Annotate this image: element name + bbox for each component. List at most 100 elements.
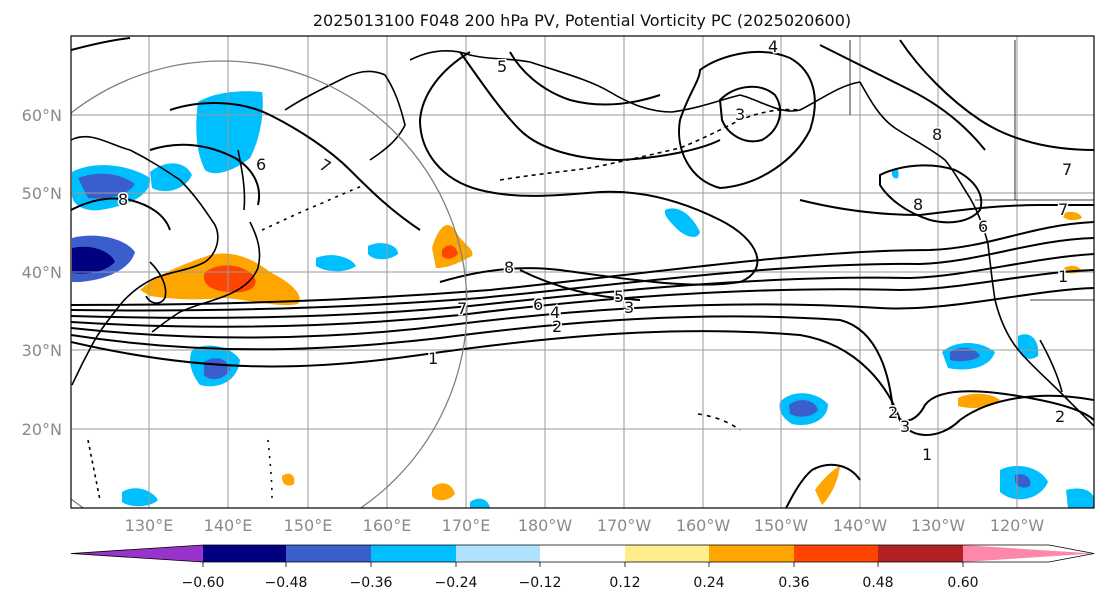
lat-label-20n: 20°N: [22, 420, 62, 439]
contour-3-loop: [718, 85, 782, 143]
region-circle: [71, 60, 468, 508]
colorbar-segment: [456, 545, 540, 562]
lat-label-50n: 50°N: [22, 184, 62, 203]
colorbar-tick-label: −0.12: [519, 575, 562, 591]
coast-hawaii: [697, 413, 741, 431]
contour-label: 2: [888, 403, 898, 422]
contour-label: 2: [1055, 407, 1065, 426]
colorbar-segment: [371, 545, 456, 562]
coast-kurils: [261, 185, 363, 231]
latitude-labels: 60°N 50°N 40°N 30°N 20°N: [22, 106, 62, 439]
contour-northasia-8: [71, 197, 171, 231]
colorbar-segments: [70, 544, 1095, 563]
colorbar-segment: [709, 545, 794, 562]
contour-4: [71, 269, 1094, 328]
anomaly-central-pacific: [122, 168, 1094, 508]
contour-label: 1: [428, 349, 438, 368]
colorbar-tick-label: −0.36: [350, 575, 393, 591]
contour-label: 6: [256, 155, 266, 174]
colorbar-segment: [878, 545, 963, 562]
contour-4-loop: [678, 51, 816, 190]
contour-3: [71, 287, 1094, 339]
contour-label: 8: [118, 190, 128, 209]
lon-label: 160°E: [363, 516, 412, 535]
contour-6: [71, 237, 1094, 312]
lon-label: 170°E: [442, 516, 491, 535]
contour-label: 8: [913, 195, 923, 214]
contour-label: 1: [1058, 267, 1068, 286]
lon-label: 140°W: [833, 516, 888, 535]
coast-baja: [1039, 339, 1063, 393]
coast-alaska: [529, 61, 861, 113]
contour-2: [71, 315, 1094, 422]
contour-label: 4: [768, 37, 778, 56]
colorbar-tick-label: 0.36: [778, 575, 809, 591]
contour-label: 6: [978, 217, 988, 236]
contour-label: 3: [900, 417, 910, 436]
coast-sakhalin: [237, 149, 246, 211]
lat-label-40n: 40°N: [22, 263, 62, 282]
colorbar-segment: [625, 545, 709, 562]
contour-5: [71, 253, 1094, 319]
colorbar-segment: [794, 545, 878, 562]
contour-5-loop: [509, 51, 661, 106]
contour-dateline-6: [519, 269, 641, 301]
longitude-labels: 130°E 140°E 150°E 160°E 170°E 180°W 170°…: [125, 516, 1045, 535]
colorbar-tick-label: −0.24: [435, 575, 478, 591]
colorbar-segment: [540, 545, 625, 562]
contour-label: 5: [497, 57, 507, 76]
contour-label: 6: [533, 295, 543, 314]
colorbar-tick-label: −0.48: [265, 575, 308, 591]
colorbar-ticks: [202, 562, 964, 567]
contour-label: 5: [614, 287, 624, 306]
coast-philippines: [87, 439, 101, 501]
political-boundaries: [849, 40, 1094, 301]
lat-label-30n: 30°N: [22, 341, 62, 360]
colorbar-segment: [71, 545, 203, 562]
anomaly-north-asia-negative: [72, 91, 263, 387]
contour-northasia-7: [169, 102, 421, 231]
contour-pacific-8-south: [784, 463, 861, 508]
colorbar-tick-label: 0.48: [862, 575, 893, 591]
contour-7: [71, 221, 1094, 306]
contour-label: 2: [552, 317, 562, 336]
colorbar-tick-label: 0.12: [609, 575, 640, 591]
lon-label: 130°E: [125, 516, 174, 535]
colorbar-segment: [203, 545, 286, 562]
colorbar-tick-label: −0.60: [182, 575, 225, 591]
lon-label: 180°W: [518, 516, 573, 535]
lon-label: 170°W: [597, 516, 652, 535]
contour-label: 7: [1058, 200, 1068, 219]
colorbar-segment: [286, 545, 371, 562]
contour-northwest-7: [71, 37, 131, 51]
contour-7-loop: [459, 51, 721, 162]
contour-label: 7: [1062, 160, 1072, 179]
lon-label: 140°E: [204, 516, 253, 535]
map-panel: 7 5 4 3 8 6 7 8 6 7 8 7 6 5 4 3 2 1 1 2: [70, 35, 1095, 509]
lon-label: 150°W: [754, 516, 809, 535]
coast-siberia: [409, 50, 531, 63]
contour-1: [71, 330, 1094, 436]
colorbar: −0.60 −0.48 −0.36 −0.24 −0.12 0.12 0.24 …: [70, 544, 1095, 591]
map-frame: [70, 35, 1095, 509]
colorbar-segment: [963, 545, 1094, 562]
contour-northasia-6: [149, 143, 260, 206]
contour-8-gyre: [418, 51, 759, 286]
coast-gulf-of-alaska: [859, 81, 971, 199]
contour-label: 3: [624, 298, 634, 317]
contour-8-east: [799, 199, 1094, 217]
contour-labels: 7 5 4 3 8 6 7 8 6 7 8 7 6 5 4 3 2 1 1 2: [117, 36, 1095, 466]
coast-korea: [145, 261, 167, 304]
contour-label: 4: [550, 303, 560, 322]
lon-label: 160°W: [676, 516, 731, 535]
lat-label-60n: 60°N: [22, 106, 62, 125]
contour-label: 8: [932, 125, 942, 144]
coast-aleutians: [499, 108, 801, 181]
contour-east-loop: [879, 164, 983, 224]
coast-kamchatka: [284, 70, 406, 161]
lon-label: 120°W: [990, 516, 1045, 535]
lon-label: 150°E: [284, 516, 333, 535]
contour-ne-6: [819, 44, 986, 151]
pv-contours: [71, 37, 1094, 508]
